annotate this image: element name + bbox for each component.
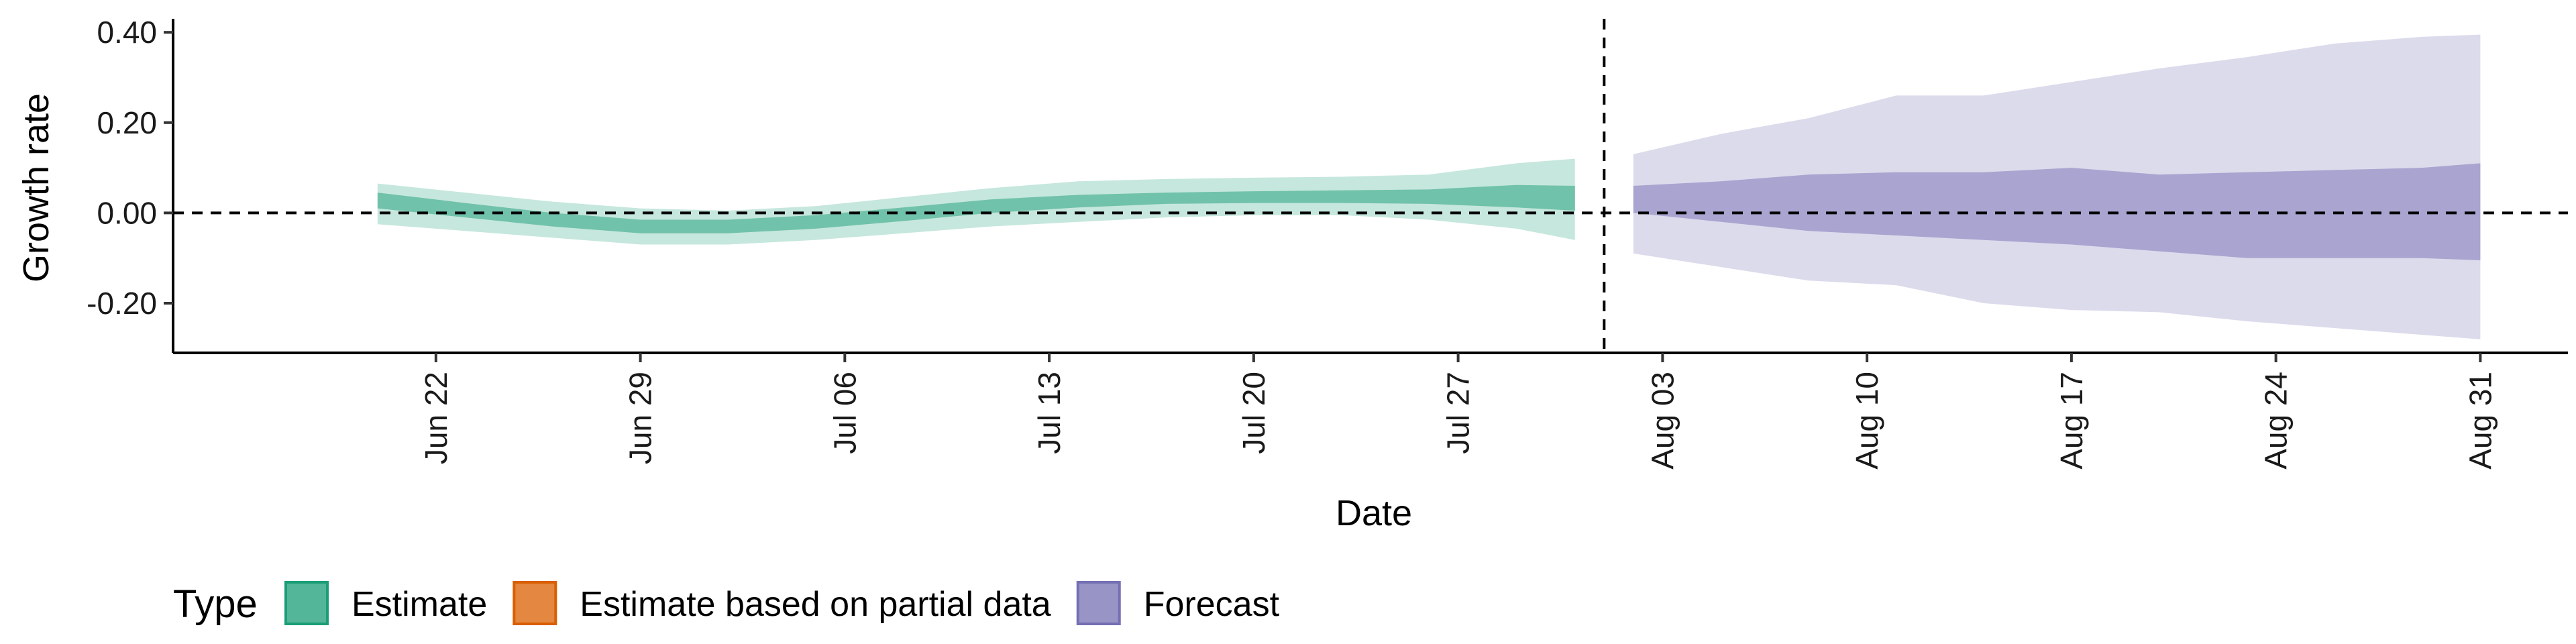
axes: 0.40 0.20 0.00 -0.20 Jun 22 Jun 29 Jul 06 Jul 1… bbox=[87, 15, 2568, 470]
x-tick-label: Jul 06 bbox=[827, 372, 862, 454]
x-tick-label: Jun 22 bbox=[419, 372, 453, 464]
reference-lines bbox=[173, 19, 2568, 353]
x-tick-label: Jul 27 bbox=[1441, 372, 1476, 454]
x-tick-label: Aug 17 bbox=[2054, 372, 2089, 470]
legend-label-estimate: Estimate bbox=[352, 585, 487, 624]
x-tick-label: Jul 20 bbox=[1236, 372, 1271, 454]
x-tick-label: Jul 13 bbox=[1032, 372, 1067, 454]
x-tick-label: Aug 03 bbox=[1645, 372, 1680, 470]
y-axis-title: Growth rate bbox=[16, 93, 56, 282]
legend-label-forecast: Forecast bbox=[1144, 585, 1280, 624]
x-tick-label: Aug 31 bbox=[2463, 372, 2498, 470]
legend-swatch-estimate bbox=[284, 581, 329, 625]
y-tick-label: -0.20 bbox=[87, 286, 157, 321]
legend-title: Type bbox=[173, 582, 258, 626]
y-tick-label: 0.00 bbox=[97, 195, 157, 230]
x-axis-title: Date bbox=[1336, 493, 1412, 533]
series-bands bbox=[377, 34, 2481, 339]
x-tick-label: Aug 24 bbox=[2259, 372, 2294, 470]
legend-swatch-forecast bbox=[1076, 581, 1121, 625]
legend-swatch-estimate-based-on-partial-data bbox=[513, 581, 557, 625]
y-tick-label: 0.20 bbox=[97, 105, 157, 140]
x-tick-label: Jun 29 bbox=[623, 372, 658, 464]
legend-label-estimate-based-on-partial-data: Estimate based on partial data bbox=[580, 585, 1051, 624]
x-tick-label: Aug 10 bbox=[1849, 372, 1884, 470]
y-tick-label: 0.40 bbox=[97, 15, 157, 50]
estimate-inner-band bbox=[377, 184, 1575, 233]
legend: Type Estimate Estimate based on partial da… bbox=[173, 581, 1280, 626]
